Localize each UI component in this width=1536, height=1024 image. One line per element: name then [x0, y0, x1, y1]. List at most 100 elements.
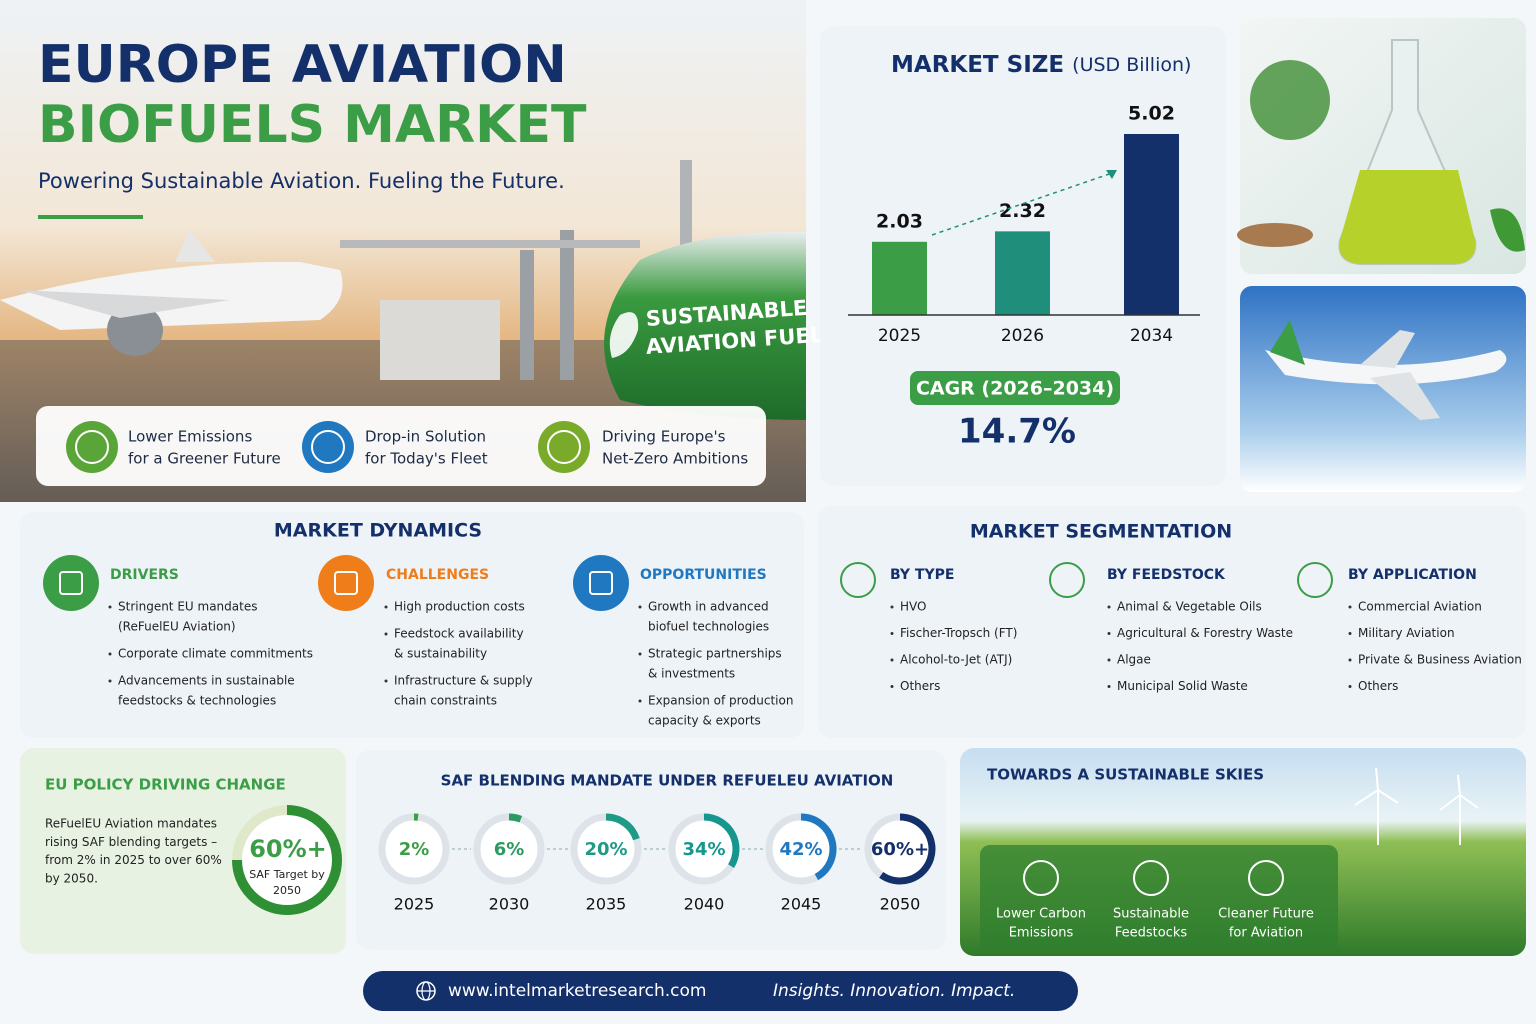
dynamics-item: Stringent EU mandates [118, 600, 257, 614]
skies-text: Lower Carbon [996, 907, 1086, 922]
skies-title: TOWARDS A SUSTAINABLE SKIES [987, 766, 1264, 784]
gauge-label: 60%+ [871, 839, 929, 860]
gauge-label: 2% [399, 839, 430, 860]
skies-icon [1248, 860, 1284, 896]
target-ring-arc [232, 805, 342, 915]
bullet [1107, 658, 1111, 662]
dynamics-item: capacity & exports [648, 714, 761, 728]
dynamics-icon [43, 555, 99, 611]
skies-panel [980, 845, 1338, 952]
target-caption: SAF Target by [249, 868, 325, 881]
dynamics-icon-glyph [589, 571, 613, 595]
highlight-icon [302, 421, 354, 473]
segment-item: Municipal Solid Waste [1117, 679, 1248, 693]
highlight-text: for a Greener Future [128, 450, 281, 468]
skies-items: Lower Carbon Emissions Sustainable Feedstoc… [996, 860, 1314, 941]
gauge-label: 34% [682, 839, 725, 860]
dynamics-item: Infrastructure & supply [394, 674, 533, 688]
skies-text: Cleaner Future [1218, 907, 1314, 922]
bar-value: 2.03 [876, 210, 923, 232]
gauge-label: 20% [584, 839, 627, 860]
skies-text: for Aviation [1229, 926, 1303, 941]
dynamics: DRIVERS Stringent EU mandates (ReFuelEU Av… [43, 555, 793, 728]
bar [1124, 134, 1179, 315]
footer-bar [363, 971, 1078, 1011]
gauge-arc [703, 813, 740, 869]
divider [38, 215, 143, 219]
policy-text: by 2050. [45, 871, 98, 885]
x-tick-label: 2025 [878, 326, 921, 346]
bullet [890, 605, 894, 609]
saf-card [356, 750, 946, 950]
highlight-icon-ring [75, 430, 109, 464]
gauge-year: 2040 [684, 895, 725, 914]
footer-url: www.intelmarketresearch.com [448, 981, 707, 1001]
highlight-icon [66, 421, 118, 473]
dynamics-item: & investments [648, 667, 735, 681]
bar-value: 5.02 [1128, 103, 1175, 125]
segment-item: HVO [900, 600, 926, 614]
bullet [1107, 632, 1111, 635]
dynamics-icon [573, 555, 629, 611]
arrow-head [1106, 170, 1117, 179]
segment-heading: BY APPLICATION [1348, 567, 1477, 583]
dynamics-item: chain constraints [394, 694, 497, 708]
highlight-icon [538, 421, 590, 473]
bar-value: 2.32 [999, 200, 1046, 222]
segment-item: Military Aviation [1358, 626, 1455, 640]
highlight-text: Net-Zero Ambitions [602, 450, 748, 468]
segment-item: Commercial Aviation [1358, 600, 1482, 614]
dynamics-item: (ReFuelEU Aviation) [118, 620, 236, 634]
bullet [108, 605, 112, 609]
refinery [340, 160, 692, 380]
bullet [1107, 605, 1111, 609]
dynamics-item: Feedstock availability [394, 627, 524, 641]
highlight-text: Lower Emissions [128, 428, 252, 446]
flask [1237, 39, 1525, 265]
policy-text: from 2% in 2025 to over 60% [45, 853, 222, 867]
wind-turbines [1354, 767, 1479, 845]
segment-item: Fischer-Tropsch (FT) [900, 626, 1017, 640]
bullet [384, 605, 388, 609]
globe-icon [421, 981, 431, 1001]
bar [995, 231, 1050, 315]
highlight-icon-ring [547, 430, 581, 464]
airplane [0, 230, 343, 356]
segmentation: BY TYPE HVO Fischer-Tropsch (FT) Alcohol-to… [840, 562, 1522, 693]
dynamics-item: Growth in advanced [648, 600, 769, 614]
highlight-text: Drop-in Solution [365, 428, 486, 446]
segment-item: Algae [1117, 653, 1151, 667]
cagr-badge [910, 371, 1120, 405]
gauge-label: 6% [494, 839, 525, 860]
segment-item: Alcohol-to-Jet (ATJ) [900, 653, 1012, 667]
x-tick-label: 2034 [1130, 326, 1173, 346]
chart-title: MARKET SIZE (USD Billion) [891, 52, 1191, 78]
segment-heading: BY FEEDSTOCK [1107, 567, 1226, 583]
dynamics-item: & sustainability [394, 647, 487, 661]
segment-icon [1297, 562, 1333, 598]
bullet [890, 658, 894, 662]
policy-text: rising SAF blending targets – [45, 835, 217, 849]
highlight-text: for Today's Fleet [365, 450, 488, 468]
skies-text: Feedstocks [1115, 926, 1188, 941]
segment-item: Private & Business Aviation [1358, 653, 1522, 667]
title: BIOFUELS MARKET [38, 95, 587, 155]
cagr-label: CAGR (2026–2034) [916, 378, 1114, 400]
bullet [384, 632, 388, 636]
gauge-arc [508, 813, 523, 823]
bullet [638, 605, 642, 609]
highlight-text: Driving Europe's [602, 428, 726, 446]
gauge-arc [605, 813, 640, 841]
bullet [890, 685, 894, 688]
dynamics-item: Expansion of production [648, 694, 793, 708]
photo-airplane [1265, 320, 1507, 420]
bullet [1348, 658, 1352, 662]
dynamics-heading: DRIVERS [110, 567, 179, 583]
chart-unit: (USD Billion) [1072, 54, 1191, 76]
segment-item: Agricultural & Forestry Waste [1117, 626, 1293, 640]
segment-item: Others [1358, 679, 1398, 693]
segment-icon [1049, 562, 1085, 598]
gauge-arc [879, 813, 936, 885]
bullet [1348, 605, 1352, 609]
gauge-year: 2030 [489, 895, 530, 914]
